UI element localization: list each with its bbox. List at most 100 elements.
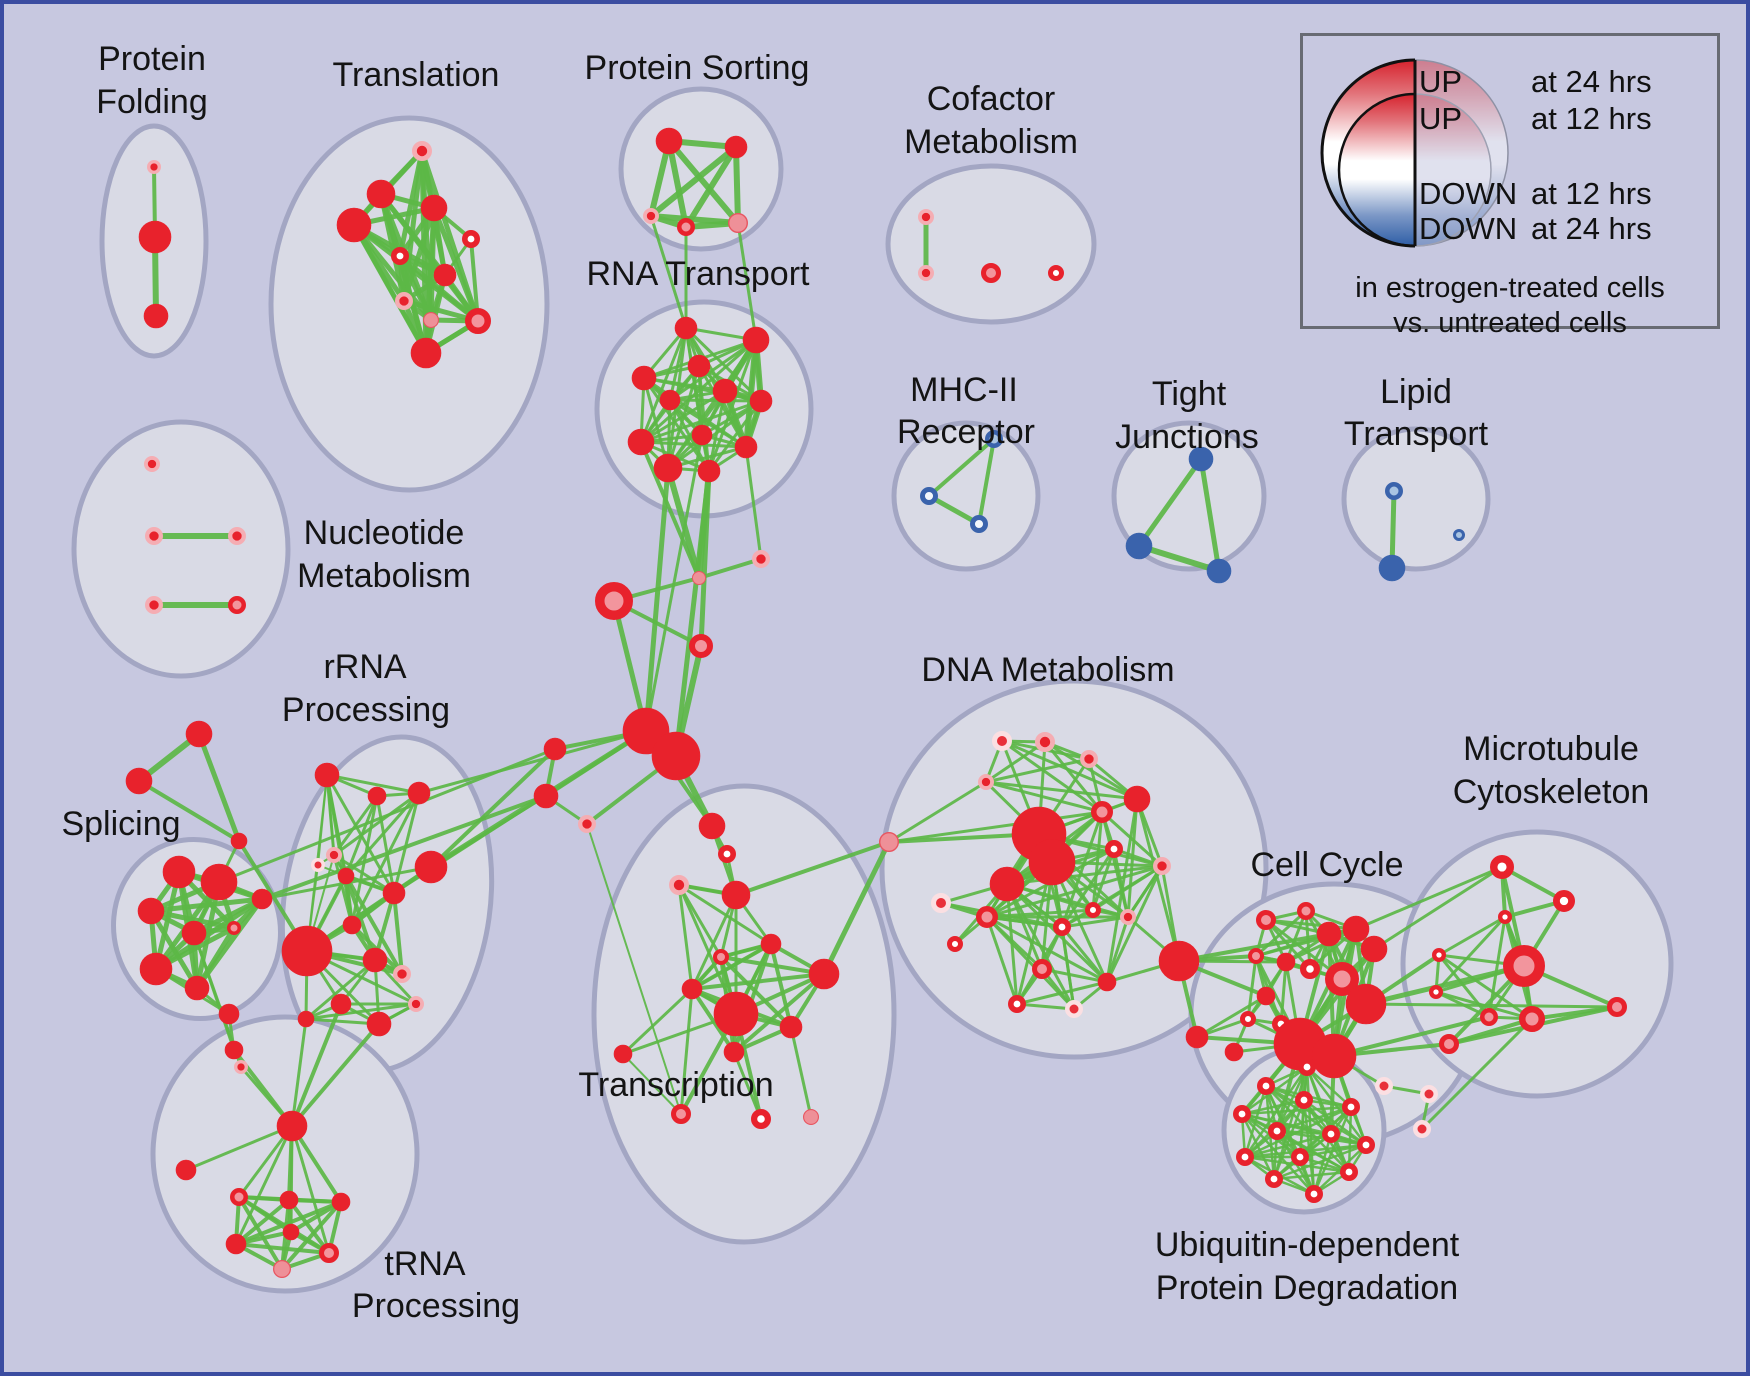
graph-node: [1305, 1185, 1324, 1204]
graph-edge: [1091, 864, 1164, 912]
graph-edge: [887, 810, 1104, 844]
graph-node: [1028, 838, 1076, 886]
graph-node: [1065, 1000, 1083, 1018]
legend-footer-line1: in estrogen-treated cells: [1355, 272, 1665, 304]
graph-edge: [887, 780, 988, 844]
graph-node: [689, 634, 713, 658]
graph-node: [674, 316, 698, 340]
graph-edge: [736, 221, 758, 342]
graph-edge: [1437, 953, 1491, 1019]
graph-node: [145, 526, 164, 545]
graph-edge: [621, 987, 694, 1056]
graph-node: [919, 487, 938, 506]
graph-edge: [287, 1198, 331, 1255]
graph-edge: [977, 437, 996, 526]
graph-edge: [289, 1200, 343, 1234]
graph-edge: [1420, 1017, 1534, 1131]
graph-node: [393, 964, 412, 983]
graph-edge: [1198, 456, 1222, 574]
graph-edge: [639, 440, 701, 580]
graph-node: [1325, 962, 1359, 996]
graph-node: [1206, 558, 1232, 584]
graph-node: [1480, 1008, 1498, 1026]
graph-edge: [290, 1017, 308, 1128]
graph-edge: [280, 1200, 343, 1271]
graph-edge: [1060, 925, 1109, 984]
graph-node: [281, 925, 333, 977]
graph-edge: [1275, 1129, 1368, 1147]
graph-node: [1429, 984, 1444, 999]
legend-footer-line2: vs. untreated cells: [1393, 307, 1627, 339]
legend: UP at 24 hrs UP at 12 hrs DOWN at 12 hrs…: [1300, 33, 1720, 339]
graph-node: [1125, 532, 1153, 560]
graph-node: [1453, 529, 1465, 541]
cluster-label-rrna-processing: Processing: [282, 691, 450, 729]
graph-edge: [1272, 1065, 1309, 1181]
graph-node: [462, 229, 481, 248]
graph-edge: [789, 1025, 813, 1119]
graph-node: [1248, 948, 1264, 964]
graph-node: [1188, 446, 1214, 472]
graph-node: [143, 456, 160, 473]
graph-node: [712, 378, 738, 404]
graph-node: [1375, 1077, 1393, 1095]
graph-edge: [622, 1053, 682, 1115]
graph-node: [713, 949, 729, 965]
cluster-label-protein-folding: Protein: [98, 40, 206, 78]
cluster-label-lipid-transport: Transport: [1344, 415, 1489, 453]
cluster-label-cofactor-metabolism: Metabolism: [904, 123, 1078, 161]
graph-node: [282, 1223, 300, 1241]
graph-node: [391, 246, 410, 265]
legend-row-down-24: DOWN at 24 hrs: [1419, 211, 1652, 247]
legend-inner-right-outline: [1414, 93, 1492, 247]
graph-node: [218, 1003, 240, 1025]
graph-edge: [984, 757, 1091, 784]
graph-edge: [666, 138, 689, 230]
graph-node: [1091, 801, 1113, 823]
graph-edge: [744, 445, 763, 561]
graph-edge: [743, 337, 759, 450]
graph-node: [230, 1188, 248, 1206]
graph-node: [145, 595, 164, 614]
graph-node: [697, 459, 721, 483]
graph-edge: [1136, 456, 1204, 549]
graph-node: [362, 947, 388, 973]
graph-node: [311, 858, 325, 872]
legend-inner-left-outline: [1337, 92, 1416, 248]
graph-node: [233, 1060, 248, 1075]
graph-node: [802, 1109, 819, 1126]
graph-node: [1120, 908, 1137, 925]
graph-node: [411, 140, 432, 161]
graph-node: [143, 303, 169, 329]
graph-edge: [734, 840, 891, 897]
graph-edge: [1105, 915, 1130, 984]
graph-node: [976, 906, 998, 928]
graph-node: [1298, 1058, 1317, 1077]
graph-edge: [1434, 915, 1507, 994]
graph-edge: [984, 780, 1104, 814]
graph-edge: [332, 791, 421, 857]
graph-node: [1322, 1125, 1341, 1144]
graph-node: [1295, 1091, 1314, 1110]
graph-node: [1378, 554, 1406, 582]
graph-node: [1153, 856, 1172, 875]
graph-node: [760, 933, 782, 955]
graph-node: [946, 935, 963, 952]
graph-edge: [325, 773, 421, 795]
graph-node: [420, 194, 448, 222]
graph-edge: [1126, 797, 1139, 919]
graph-node: [1080, 749, 1099, 768]
cluster-label-tight-junctions: Tight: [1152, 375, 1227, 413]
graph-edge: [431, 205, 481, 324]
graph-edge: [1332, 1015, 1491, 1058]
graph-edge: [304, 1002, 418, 1021]
graph-node: [1342, 915, 1370, 943]
graph-node: [879, 832, 900, 853]
graph-node: [1256, 910, 1276, 930]
graph-node: [276, 1110, 308, 1142]
graph-node: [981, 263, 1001, 283]
cluster-region-trna-processing: [150, 1014, 420, 1294]
graph-node: [175, 1159, 197, 1181]
graph-edge: [1272, 1170, 1351, 1181]
legend-direction: DOWN: [1419, 176, 1518, 211]
